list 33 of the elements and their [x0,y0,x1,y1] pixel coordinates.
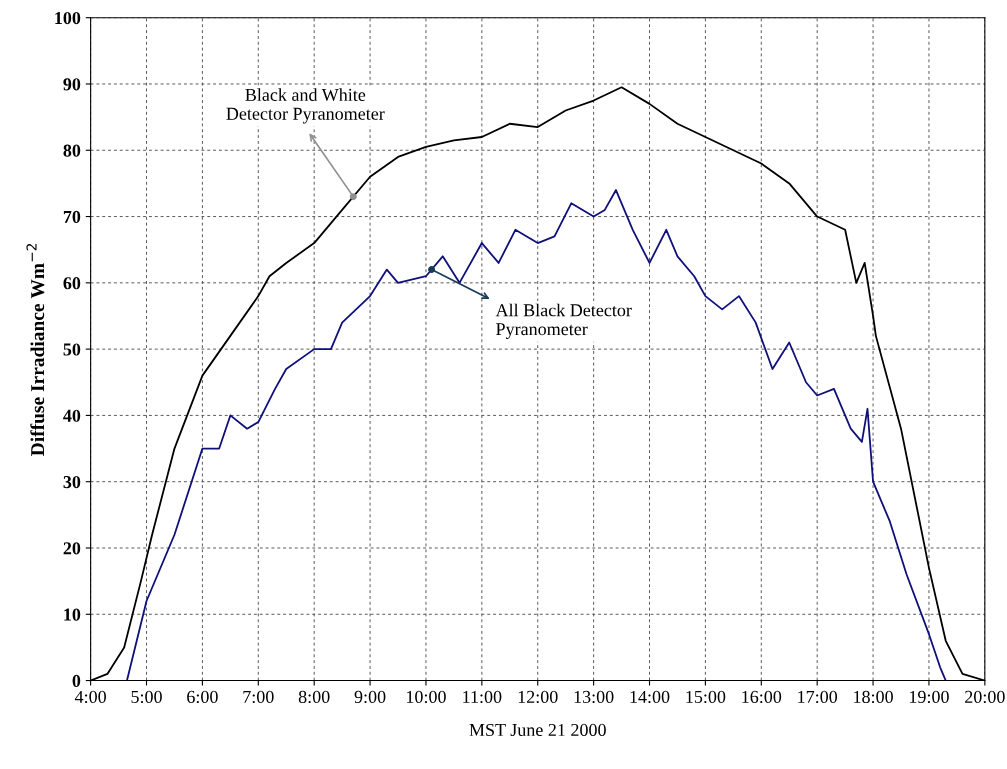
x-tick-label: 18:00 [854,690,893,704]
y-tick-label: 80 [63,144,81,157]
y-tick-label: 100 [55,11,81,25]
x-tick-label: 8:00 [298,690,330,704]
y-tick-label: 20 [63,542,81,555]
annotation: Black and White Detector Pyranometer [226,88,385,124]
annotation: All Black Detector Pyranometer [495,303,632,339]
x-tick-label: 17:00 [798,690,838,704]
y-tick-label: 70 [63,210,81,223]
y-tick-label: 60 [63,277,81,290]
y-tick-label: 90 [63,78,81,91]
line-series [126,189,947,681]
x-tick-label: 5:00 [131,690,162,704]
y-tick-label: 10 [64,608,81,621]
y-axis-title: Diffuse Irradiance Wm$^{−2}$ [26,244,45,456]
x-tick-label: 16:00 [742,690,782,704]
y-tick-label: 0 [72,674,81,688]
x-tick-label: 14:00 [630,690,670,704]
x-tick-label: 20:00 [965,690,1005,704]
x-tick-label: 10:00 [406,690,446,704]
x-tick-label: 6:00 [187,690,218,704]
y-tick-label: 30 [63,475,81,489]
x-tick-label: 7:00 [243,690,274,704]
x-tick-label: 11:00 [463,690,502,704]
x-tick-label: 4:00 [74,690,106,704]
x-tick-label: 19:00 [909,690,949,704]
x-axis-title: MST June 21 2000 [469,723,606,737]
x-tick-label: 15:00 [686,690,726,704]
y-tick-label: 50 [63,343,81,356]
x-tick-label: 13:00 [574,690,614,704]
x-tick-label: 9:00 [354,690,386,704]
y-tick-label: 40 [63,409,81,422]
x-tick-label: 12:00 [518,690,558,704]
